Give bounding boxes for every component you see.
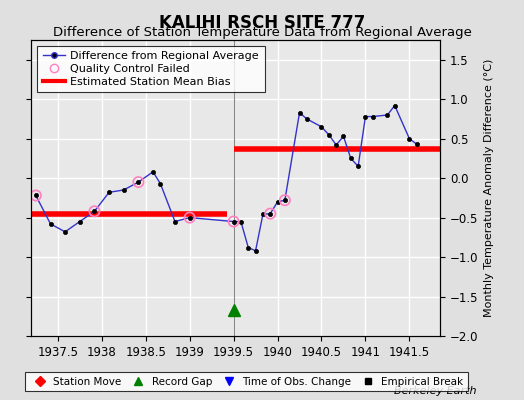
Text: KALIHI RSCH SITE 777: KALIHI RSCH SITE 777 [159,14,365,32]
Legend: Station Move, Record Gap, Time of Obs. Change, Empirical Break: Station Move, Record Gap, Time of Obs. C… [25,372,467,391]
Point [266,210,275,217]
Point [185,214,194,221]
Y-axis label: Monthly Temperature Anomaly Difference (°C): Monthly Temperature Anomaly Difference (… [484,59,494,317]
Point [134,179,143,185]
Text: Difference of Station Temperature Data from Regional Average: Difference of Station Temperature Data f… [52,26,472,39]
Point [230,218,238,225]
Legend: Difference from Regional Average, Quality Control Failed, Estimated Station Mean: Difference from Regional Average, Qualit… [37,46,265,92]
Text: Berkeley Earth: Berkeley Earth [395,386,477,396]
Point [90,208,99,214]
Point [281,197,289,204]
Point [31,192,40,199]
